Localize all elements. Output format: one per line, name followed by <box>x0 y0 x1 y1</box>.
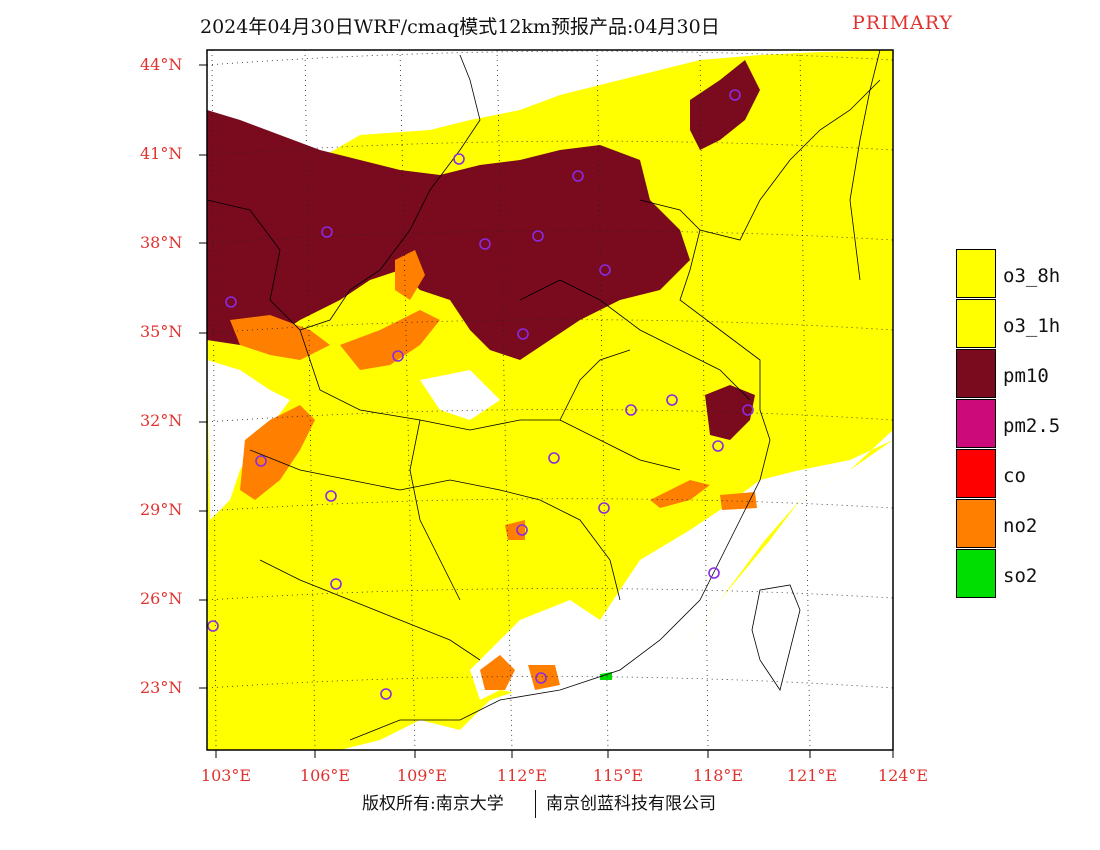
lat-label-38n: 38°N <box>140 233 183 252</box>
credit-company: 南京创蓝科技有限公司 <box>546 794 716 814</box>
lat-label-29n: 29°N <box>140 500 183 519</box>
no2-region-guanzhong <box>230 315 330 360</box>
legend-label-so2: so2 <box>1003 565 1038 587</box>
map-plot-area <box>207 50 893 750</box>
lon-label-103e: 103°E <box>200 766 252 785</box>
legend-swatch-co <box>956 449 996 498</box>
legend-swatch-o3-1h <box>956 299 996 348</box>
legend-label-pm10: pm10 <box>1003 365 1049 387</box>
legend-swatch-so2 <box>956 549 996 598</box>
lon-label-106e: 106°E <box>299 766 351 785</box>
legend-swatch-no2 <box>956 499 996 548</box>
lon-label-109e: 109°E <box>396 766 448 785</box>
legend-swatch-pm10 <box>956 349 996 398</box>
credit-separator <box>535 790 536 818</box>
lat-label-35n: 35°N <box>140 322 183 341</box>
legend-label-co: co <box>1003 465 1026 487</box>
legend-label-o3-8h: o3_8h <box>1003 265 1061 287</box>
clear-region-central <box>420 370 500 420</box>
station-markers <box>207 89 754 700</box>
tick-marks <box>199 64 894 758</box>
lon-label-118e: 118°E <box>692 766 744 785</box>
legend-label-no2: no2 <box>1003 515 1038 537</box>
legend-label-o3-1h: o3_1h <box>1003 315 1061 337</box>
boundary-lines <box>207 50 881 741</box>
lat-label-26n: 26°N <box>140 589 183 608</box>
lat-label-23n: 23°N <box>140 678 183 697</box>
no2-region-fenwei <box>340 310 440 370</box>
legend-swatch-o3-8h <box>956 249 996 298</box>
lat-label-44n: 44°N <box>140 55 183 74</box>
clear-region-southeast <box>560 430 893 690</box>
lat-label-41n: 41°N <box>140 144 183 163</box>
no2-region-ningbo <box>720 492 757 510</box>
no2-region-guangzhou <box>480 655 515 690</box>
graticule <box>207 50 893 750</box>
lon-label-112e: 112°E <box>496 766 548 785</box>
primary-tag: PRIMARY <box>852 12 954 34</box>
no2-region-dongguan <box>528 665 560 690</box>
map-title: 2024年04月30日WRF/cmaq模式12km预报产品:04月30日 <box>200 16 720 38</box>
legend-swatch-pm25 <box>956 399 996 448</box>
lon-label-124e: 124°E <box>877 766 929 785</box>
lon-label-115e: 115°E <box>592 766 644 785</box>
no2-region-sichuan <box>240 405 315 500</box>
lon-label-121e: 121°E <box>786 766 838 785</box>
map-frame <box>206 49 894 751</box>
pm10-region-north <box>207 110 690 360</box>
pm10-region-shanghai <box>705 385 755 440</box>
legend-label-pm25: pm2.5 <box>1003 415 1061 437</box>
pm10-region-northeast <box>690 60 760 150</box>
clear-region-north <box>207 70 360 140</box>
credit-university: 版权所有:南京大学 <box>362 794 504 814</box>
lat-label-32n: 32°N <box>140 411 183 430</box>
no2-region-shanxi <box>395 250 425 300</box>
no2-region-zhejiang <box>650 480 710 508</box>
